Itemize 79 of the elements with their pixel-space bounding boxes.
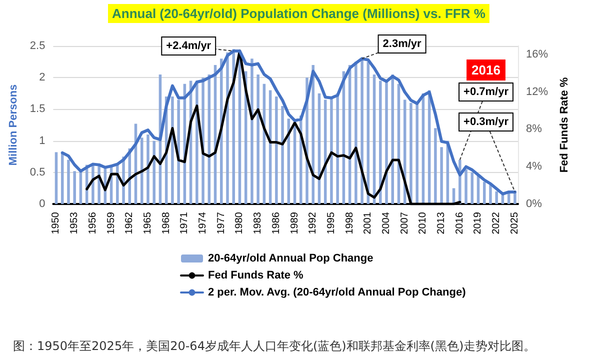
bar <box>489 185 492 204</box>
x-tick-label: 1977 <box>216 212 227 234</box>
x-tick-label: 1980 <box>234 212 246 234</box>
annotation: 2.3m/yr <box>382 38 422 50</box>
y2-axis-title: Fed Funds Rate % <box>558 77 570 173</box>
text: 图：1950年至2025年，美国20-64岁成年人人口年变化(蓝色)和联邦基金利率(黑色)走势对比图。 <box>13 339 536 353</box>
x-tick-label: 1989 <box>289 212 300 234</box>
bar <box>354 62 358 204</box>
x-tick-label: 1959 <box>106 212 117 234</box>
x-tick-label: 1971 <box>179 212 190 234</box>
bar <box>275 96 278 204</box>
legend-label: 20-64yr/old Annual Pop Change <box>208 252 374 264</box>
bar <box>336 93 339 204</box>
bar <box>410 102 412 204</box>
bar <box>330 96 333 204</box>
bar <box>256 74 260 204</box>
x-tick-label: 2016 <box>454 212 466 234</box>
x-tick-label: 1956 <box>87 212 98 234</box>
bar <box>226 52 229 204</box>
y2-tick-label: 16% <box>526 48 548 60</box>
x-tick-label: 1950 <box>50 212 62 234</box>
bar <box>416 102 418 204</box>
bar <box>146 134 150 204</box>
bar <box>177 100 180 204</box>
x-tick-label: 2004 <box>381 212 392 234</box>
bar <box>470 172 474 204</box>
y2-tick-label: 4% <box>526 160 542 173</box>
legend-label: Fed Funds Rate % <box>208 270 304 282</box>
x-tick-label: 1953 <box>69 212 80 234</box>
bar <box>464 169 468 204</box>
x-tick-label: 1992 <box>308 212 319 234</box>
bar <box>379 80 382 204</box>
x-tick-label: 1983 <box>252 212 264 234</box>
x-tick-label: 1965 <box>142 212 154 234</box>
bar <box>360 58 364 204</box>
x-tick-label: 1974 <box>198 212 209 234</box>
bar <box>281 106 284 204</box>
x-tick-label: 1986 <box>270 212 282 234</box>
bar <box>440 147 443 204</box>
x-tick-label: 2007 <box>399 212 410 234</box>
x-tick-label: 2001 <box>362 212 374 234</box>
y-tick-label: 1 <box>39 134 46 147</box>
bar <box>73 171 76 204</box>
bar <box>434 128 437 204</box>
bar <box>152 140 156 204</box>
y2-tick-label: 12% <box>526 86 548 98</box>
x-tick-label: 2019 <box>472 212 484 234</box>
y2-tick-label: 0% <box>526 198 542 210</box>
bar <box>391 74 394 204</box>
y-tick-label: 0 <box>39 198 46 210</box>
x-tick-label: 2025 <box>509 212 520 234</box>
y-tick-label: 2 <box>39 72 46 84</box>
x-tick-label: 2013 <box>436 212 448 234</box>
chart-title: Annual (20-64yr/old) Population Change (Millions) vs. FFR % <box>112 6 486 21</box>
annotation: 2016 <box>472 62 500 78</box>
bar <box>495 191 498 204</box>
x-tick-label: 2022 <box>491 212 502 234</box>
y-axis-title: Million Persons <box>8 84 20 166</box>
bar <box>54 152 58 204</box>
y-tick-label: 1.5 <box>30 103 46 116</box>
y2-tick-label: 8% <box>526 123 542 136</box>
line-series <box>60 50 516 196</box>
annotation: +0.3m/yr <box>464 116 510 128</box>
x-tick-label: 1995 <box>326 212 337 234</box>
annotation: +2.4m/yr <box>166 40 212 52</box>
x-tick-label: 1968 <box>160 212 172 234</box>
bar <box>67 160 70 204</box>
bar <box>385 80 388 204</box>
x-tick-label: 1998 <box>344 212 356 234</box>
legend-label: 2 per. Mov. Avg. (20-64yr/old Annual Pop Change) <box>208 286 466 298</box>
bar <box>250 58 254 204</box>
annotation: +0.7m/yr <box>464 86 510 98</box>
x-tick-label: 2010 <box>418 212 429 234</box>
bar <box>171 96 174 204</box>
y-tick-label: 0.5 <box>30 166 46 178</box>
bar <box>232 49 235 204</box>
x-tick-label: 1962 <box>124 212 136 234</box>
bar <box>482 182 486 204</box>
y-tick-label: 2.5 <box>30 40 46 52</box>
